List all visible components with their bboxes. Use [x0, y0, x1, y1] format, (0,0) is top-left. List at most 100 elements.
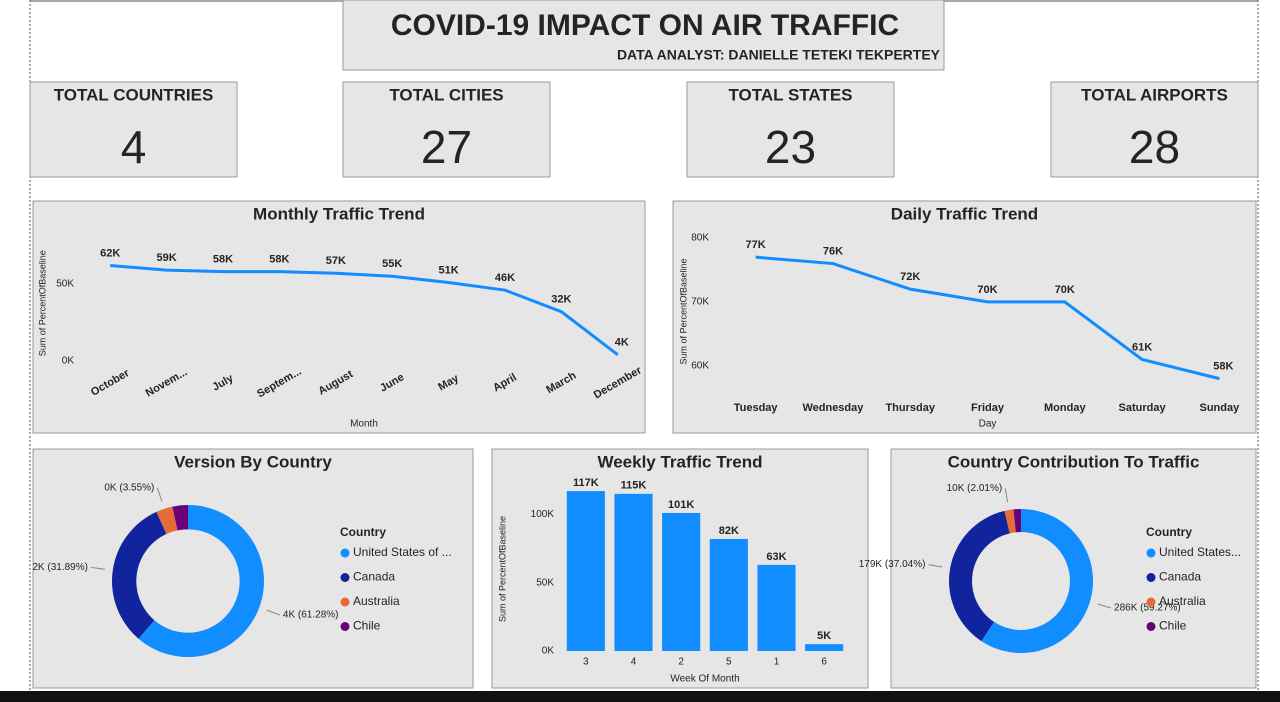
y-tick-label: 70K [691, 297, 709, 308]
kpi-label: TOTAL STATES [728, 85, 852, 104]
leader-line [1097, 603, 1112, 609]
data-label: 4K [615, 337, 629, 349]
donut-slice [1004, 509, 1016, 534]
x-axis-title: Week Of Month [670, 674, 739, 685]
kpi-card [686, 81, 895, 178]
x-tick-label: Thursday [885, 402, 935, 414]
legend-label: United States... [1159, 545, 1241, 559]
legend-title: Country [1146, 525, 1192, 539]
bar [757, 564, 796, 651]
data-label: 117K [573, 477, 599, 489]
y-tick-label: 100K [531, 509, 555, 520]
x-tick-label: 2 [678, 657, 684, 668]
data-label: 82K [719, 525, 739, 537]
legend-marker [340, 573, 350, 582]
y-tick-label: 80K [691, 233, 709, 244]
data-label: 57K [326, 255, 346, 267]
x-tick-label: 6 [821, 657, 827, 668]
y-axis-title: Sum of PercentOfBaseline [37, 250, 47, 356]
y-axis-title: Sum of PercentOfBaseline [678, 258, 688, 364]
chart-title: Daily Traffic Trend [891, 204, 1038, 223]
data-label: 0K (3.55%) [104, 483, 154, 494]
data-label: 115K [621, 480, 647, 492]
kpi-label: TOTAL COUNTRIES [54, 85, 214, 104]
data-label: 72K [900, 271, 920, 283]
kpi-value: 4 [121, 121, 147, 173]
x-tick-label: 1 [774, 657, 780, 668]
data-label: 4K (61.28%) [283, 610, 339, 621]
kpi-value: 23 [765, 121, 816, 173]
data-label: 2K (31.89%) [32, 562, 88, 573]
chart-title: Monthly Traffic Trend [253, 204, 425, 223]
data-label: 59K [157, 252, 177, 264]
y-tick-label: 60K [691, 360, 709, 371]
kpi-label: TOTAL AIRPORTS [1081, 85, 1228, 104]
page-title: COVID-19 IMPACT ON AIR TRAFFIC [391, 9, 899, 42]
legend-marker [1146, 573, 1156, 582]
donut-slice [981, 509, 1093, 654]
chart-panel [32, 200, 646, 434]
kpi-card [342, 81, 551, 178]
page-subtitle: DATA ANALYST: DANIELLE TETEKI TEKPERTEY [617, 47, 941, 63]
data-label: 58K [269, 254, 289, 266]
data-label: 55K [382, 258, 402, 270]
leader-line [156, 487, 163, 502]
legend-marker [1146, 548, 1156, 558]
bar [566, 491, 605, 651]
x-tick-label: 5 [726, 657, 732, 668]
x-axis-title: Day [979, 419, 997, 430]
x-tick-label: Wednesday [802, 402, 864, 414]
legend-marker [1146, 622, 1156, 631]
y-tick-label: 50K [56, 279, 74, 290]
legend-label: Australia [1159, 594, 1206, 608]
y-axis-title: Sum of PercentOfBaseline [497, 516, 507, 622]
kpi-value: 28 [1129, 121, 1180, 173]
data-label: 63K [766, 551, 786, 563]
data-label: 5K [817, 630, 831, 642]
data-label: 32K [551, 294, 571, 306]
data-label: 61K [1132, 341, 1152, 353]
legend-title: Country [340, 525, 386, 539]
kpi-card [29, 81, 238, 178]
legend-marker [1146, 597, 1156, 607]
kpi-value: 27 [421, 121, 472, 173]
x-tick-label: Monday [1044, 402, 1086, 414]
data-label: 58K [213, 254, 233, 266]
leader-line [90, 566, 105, 570]
x-tick-label: 4 [631, 657, 637, 668]
x-tick-label: 3 [583, 657, 589, 668]
y-tick-label: 0K [62, 356, 75, 367]
donut-slice [948, 510, 1010, 642]
chart-title: Weekly Traffic Trend [597, 452, 762, 471]
data-label: 51K [439, 264, 459, 276]
chart-title: Country Contribution To Traffic [948, 452, 1200, 471]
data-label: 62K [100, 247, 120, 259]
data-label: 101K [668, 499, 694, 511]
x-tick-label: Tuesday [734, 402, 779, 414]
kpi-label: TOTAL CITIES [389, 85, 503, 104]
data-label: 286K (59.27%) [1114, 603, 1181, 614]
data-label: 76K [823, 245, 843, 257]
bar [662, 512, 701, 651]
legend-label: Chile [1159, 619, 1187, 633]
data-label: 179K (37.04%) [859, 559, 926, 570]
legend-marker [340, 548, 350, 558]
donut-slice [172, 505, 188, 531]
legend-marker [340, 597, 350, 607]
leader-line [928, 564, 943, 568]
data-label: 70K [977, 284, 997, 296]
donut-slice [111, 511, 167, 639]
title-box [342, 0, 945, 71]
x-tick-label: Saturday [1119, 402, 1167, 414]
leader-line [266, 609, 281, 616]
x-tick-label: Friday [971, 402, 1005, 414]
donut-slice [156, 506, 178, 535]
data-label: 77K [746, 239, 766, 251]
chart-panel [672, 200, 1257, 434]
donut-slice [1013, 509, 1021, 533]
legend-label: Australia [353, 594, 400, 608]
bar [709, 538, 748, 651]
legend-label: Canada [353, 570, 395, 584]
